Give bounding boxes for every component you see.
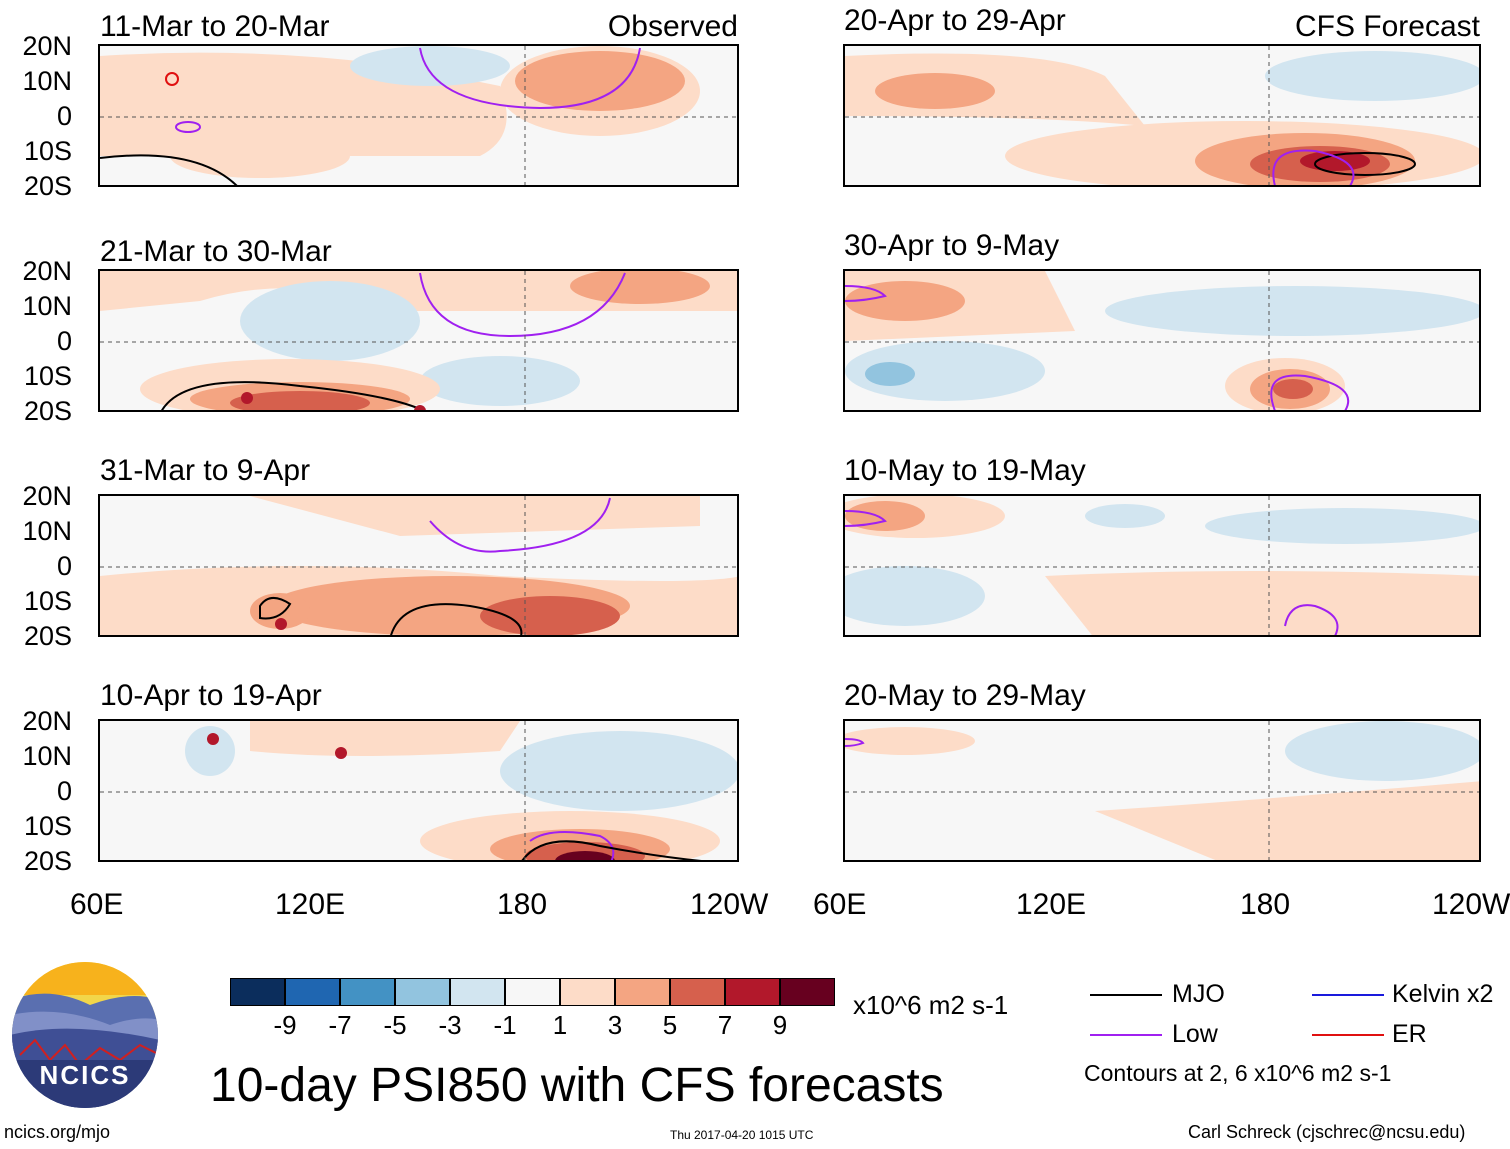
kelvin-line bbox=[1312, 994, 1384, 996]
colorbar-swatch bbox=[560, 978, 615, 1006]
colorbar-tick: -3 bbox=[438, 1010, 462, 1040]
map-drawing bbox=[845, 46, 1479, 185]
lat-label: 10S bbox=[23, 361, 72, 391]
legend-label-kelvin: Kelvin x2 bbox=[1392, 980, 1494, 1008]
colorbar-swatch bbox=[670, 978, 725, 1006]
panel-title-2: 20-Apr to 29-Apr bbox=[844, 4, 1066, 37]
contours-note: Contours at 2, 6 x10^6 m2 s-1 bbox=[1084, 1060, 1392, 1086]
lat-label: 0 bbox=[56, 101, 72, 131]
colorbar-swatch bbox=[285, 978, 340, 1006]
lat-label: 20S bbox=[23, 171, 72, 201]
lat-label: 20N bbox=[22, 256, 72, 286]
main-title: 10-day PSI850 with CFS forecasts bbox=[210, 1059, 944, 1112]
lat-label: 10S bbox=[23, 136, 72, 166]
colorbar-tick: -5 bbox=[383, 1010, 407, 1040]
low-line bbox=[1090, 1034, 1162, 1036]
lat-label: 0 bbox=[56, 776, 72, 806]
colorbar-swatch bbox=[725, 978, 780, 1006]
map-panel-8 bbox=[843, 719, 1481, 862]
map-drawing bbox=[100, 271, 737, 410]
lat-label: 0 bbox=[56, 551, 72, 581]
map-drawing bbox=[100, 46, 737, 185]
lat-label: 20N bbox=[22, 31, 72, 61]
cfs-forecast-tag: CFS Forecast bbox=[1294, 10, 1480, 43]
lat-label: 20S bbox=[23, 846, 72, 876]
lat-label: 10N bbox=[22, 291, 72, 321]
lon-label: 180 bbox=[1240, 888, 1291, 921]
colorbar-tick: -7 bbox=[328, 1010, 352, 1040]
map-panel-1 bbox=[98, 44, 739, 187]
map-panel-7 bbox=[98, 719, 739, 862]
map-drawing bbox=[100, 496, 737, 635]
lat-label: 10N bbox=[22, 741, 72, 771]
lon-label: 120E bbox=[1016, 888, 1087, 921]
legend-label-mjo: MJO bbox=[1172, 980, 1225, 1008]
map-panel-4 bbox=[843, 269, 1481, 412]
map-panel-2 bbox=[843, 44, 1481, 187]
panel-title-6: 10-May to 19-May bbox=[844, 454, 1086, 487]
panel-title-4: 30-Apr to 9-May bbox=[844, 229, 1060, 262]
map-panel-6 bbox=[843, 494, 1481, 637]
panel-title-1: 11-Mar to 20-Mar bbox=[100, 10, 330, 43]
lat-label: 20N bbox=[22, 706, 72, 736]
er-line bbox=[1312, 1034, 1384, 1036]
lon-label: 60E bbox=[70, 888, 124, 921]
panel-title-8: 20-May to 29-May bbox=[844, 679, 1086, 712]
timestamp: Thu 2017-04-20 1015 UTC bbox=[670, 1128, 814, 1142]
ncics-logo: NCICS bbox=[10, 960, 160, 1110]
legend-label-low: Low bbox=[1172, 1020, 1218, 1048]
lon-label: 60E bbox=[813, 888, 867, 921]
lon-label: 120W bbox=[1432, 888, 1510, 921]
lat-label: 0 bbox=[56, 326, 72, 356]
map-panel-3 bbox=[98, 269, 739, 412]
colorbar-swatch bbox=[395, 978, 450, 1006]
colorbar-swatch bbox=[780, 978, 835, 1006]
panel-title-7: 10-Apr to 19-Apr bbox=[100, 679, 322, 712]
map-drawing bbox=[845, 271, 1479, 410]
lat-label: 10N bbox=[22, 516, 72, 546]
lon-label: 180 bbox=[497, 888, 548, 921]
lat-label: 20S bbox=[23, 621, 72, 651]
map-panel-5 bbox=[98, 494, 739, 637]
colorbar-swatch bbox=[450, 978, 505, 1006]
colorbar-tick: -1 bbox=[493, 1010, 517, 1040]
legend-label-er: ER bbox=[1392, 1020, 1427, 1048]
colorbar-swatch bbox=[230, 978, 285, 1006]
logo-graphic bbox=[12, 962, 158, 1108]
logo-text: NCICS bbox=[39, 1060, 131, 1090]
panel-title-5: 31-Mar to 9-Apr bbox=[100, 454, 311, 487]
map-drawing bbox=[100, 721, 737, 860]
colorbar-tick: 5 bbox=[662, 1010, 678, 1040]
site-link[interactable]: ncics.org/mjo bbox=[4, 1122, 111, 1142]
map-drawing bbox=[845, 721, 1479, 860]
lon-label: 120E bbox=[275, 888, 346, 921]
author-credit: Carl Schreck (cjschrec@ncsu.edu) bbox=[1188, 1122, 1466, 1142]
colorbar-swatch bbox=[615, 978, 670, 1006]
panel-title-3: 21-Mar to 30-Mar bbox=[100, 235, 332, 268]
lon-label: 120W bbox=[690, 888, 769, 921]
lat-label: 20S bbox=[23, 396, 72, 426]
lat-label: 20N bbox=[22, 481, 72, 511]
colorbar-tick: 7 bbox=[717, 1010, 733, 1040]
observed-tag: Observed bbox=[607, 10, 738, 43]
map-drawing bbox=[845, 496, 1479, 635]
colorbar-tick: 1 bbox=[552, 1010, 568, 1040]
colorbar-swatch bbox=[340, 978, 395, 1006]
lat-label: 10S bbox=[23, 586, 72, 616]
lat-label: 10N bbox=[22, 66, 72, 96]
colorbar-tick: 9 bbox=[772, 1010, 788, 1040]
lat-label: 10S bbox=[23, 811, 72, 841]
colorbar-tick: -9 bbox=[273, 1010, 297, 1040]
colorbar-swatch bbox=[505, 978, 560, 1006]
mjo-line bbox=[1090, 994, 1162, 996]
colorbar-tick: 3 bbox=[607, 1010, 623, 1040]
colorbar-units: x10^6 m2 s-1 bbox=[853, 990, 1009, 1020]
